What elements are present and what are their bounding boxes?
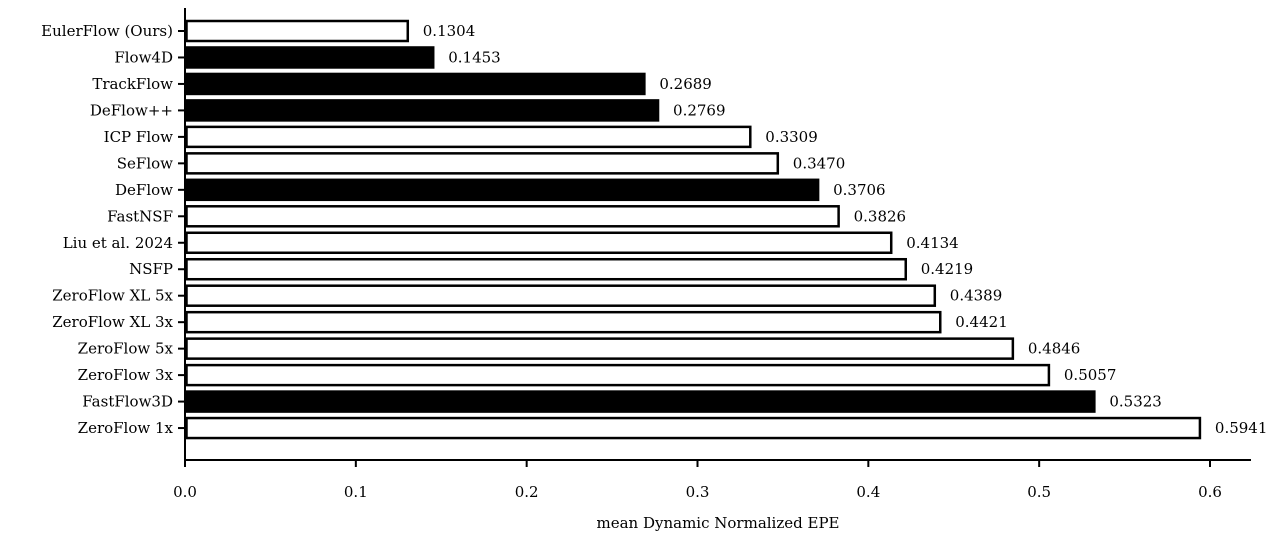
y-tick-label: ZeroFlow 1x	[78, 419, 174, 437]
x-tick-label: 0.6	[1198, 483, 1222, 501]
y-tick-label: ZeroFlow XL 3x	[52, 313, 173, 331]
bar	[185, 99, 660, 122]
bar	[185, 390, 1096, 413]
y-tick-label: FastFlow3D	[82, 393, 173, 411]
data-label: 0.1304	[423, 22, 476, 40]
bar	[185, 152, 780, 175]
data-label: 0.5057	[1064, 366, 1117, 384]
bar	[185, 363, 1051, 387]
y-tick-label: NSFP	[129, 260, 173, 278]
y-tick-label: Flow4D	[114, 48, 173, 66]
bar	[185, 46, 435, 69]
data-label: 0.3706	[833, 181, 886, 199]
bar	[185, 257, 907, 281]
data-label: 0.4219	[921, 260, 974, 278]
data-label: 0.5323	[1109, 393, 1162, 411]
data-label: 0.2689	[659, 75, 712, 93]
data-label: 0.4421	[955, 313, 1008, 331]
y-tick-label: ZeroFlow 5x	[78, 340, 174, 358]
data-label: 0.3309	[765, 128, 818, 146]
x-tick-label: 0.2	[515, 483, 539, 501]
y-tick-label: DeFlow	[115, 181, 173, 199]
data-label: 0.3826	[854, 207, 907, 225]
bar	[185, 416, 1202, 440]
data-label: 0.4134	[906, 234, 959, 252]
x-axis-title: mean Dynamic Normalized EPE	[597, 514, 840, 532]
y-tick-label: ZeroFlow 3x	[78, 366, 174, 384]
bar	[185, 205, 840, 228]
x-tick-label: 0.0	[173, 483, 197, 501]
bar	[185, 125, 752, 149]
bar	[185, 284, 937, 307]
x-tick-label: 0.3	[686, 483, 710, 501]
bar	[185, 19, 410, 43]
y-tick-label: DeFlow++	[90, 101, 173, 119]
y-tick-label: ICP Flow	[104, 128, 173, 146]
data-label: 0.4846	[1028, 340, 1081, 358]
data-label: 0.1453	[448, 48, 501, 66]
y-tick-label: TrackFlow	[92, 75, 173, 93]
x-tick-label: 0.5	[1027, 483, 1051, 501]
bar	[185, 310, 942, 334]
y-tick-label: ZeroFlow XL 5x	[52, 287, 173, 305]
data-label: 0.3470	[793, 154, 846, 172]
data-label: 0.4389	[950, 287, 1003, 305]
y-tick-label: FastNSF	[107, 207, 173, 225]
bar	[185, 178, 820, 202]
y-tick-label: SeFlow	[117, 154, 173, 172]
bar	[185, 72, 646, 96]
data-label: 0.2769	[673, 101, 726, 119]
y-tick-label: Liu et al. 2024	[63, 234, 173, 252]
bar	[185, 231, 893, 255]
y-tick-label: EulerFlow (Ours)	[41, 22, 173, 40]
bar	[185, 337, 1015, 360]
x-tick-label: 0.4	[856, 483, 880, 501]
x-tick-label: 0.1	[344, 483, 368, 501]
data-label: 0.5941	[1215, 419, 1268, 437]
